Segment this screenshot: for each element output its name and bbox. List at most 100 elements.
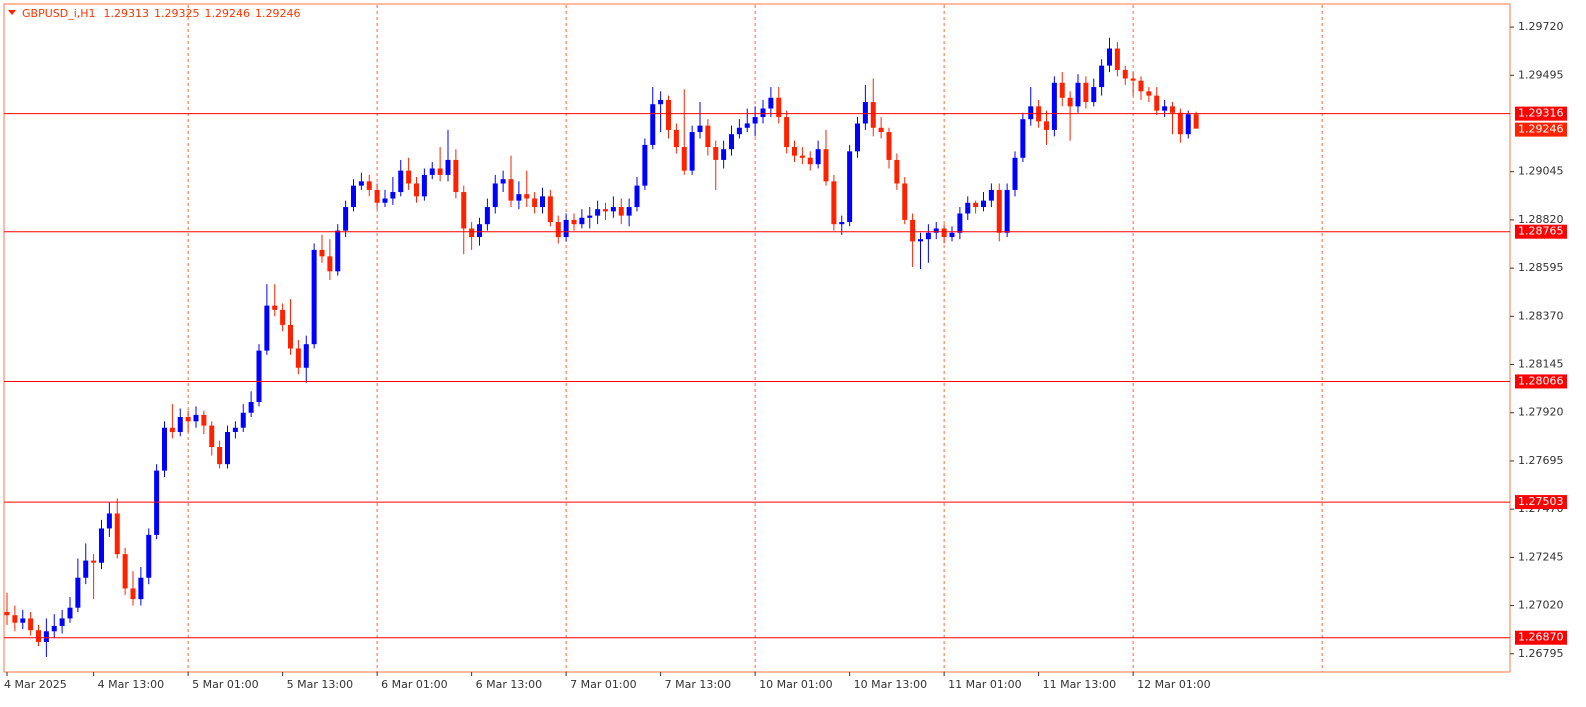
candle-body	[721, 149, 727, 160]
x-tick-label: 12 Mar 01:00	[1137, 678, 1210, 691]
candle-body	[752, 117, 758, 124]
candle-body	[1193, 114, 1199, 129]
candles	[4, 37, 1199, 658]
candle-body	[1059, 82, 1065, 98]
candle-body	[524, 194, 530, 199]
candle-body	[295, 348, 301, 368]
y-tick-label: 1.28370	[1518, 309, 1564, 322]
level-price-box	[1515, 224, 1567, 239]
candle-body	[256, 350, 262, 403]
candle-body	[12, 615, 18, 623]
level-price-label: 1.27503	[1518, 495, 1564, 508]
x-tick-label: 4 Mar 13:00	[98, 678, 164, 691]
candle-body	[1083, 82, 1089, 103]
x-tick-label: 11 Mar 01:00	[948, 678, 1021, 691]
candle-body	[327, 256, 333, 272]
candle-body	[67, 607, 73, 619]
candle-body	[784, 117, 790, 148]
y-tick-label: 1.27920	[1518, 406, 1564, 419]
candle-body	[429, 168, 435, 175]
candle-body	[729, 134, 734, 150]
y-tick-label: 1.26795	[1518, 647, 1564, 660]
candle-body	[1051, 82, 1057, 130]
candle-body	[988, 189, 994, 201]
candle-body	[744, 123, 750, 128]
candle-body	[508, 179, 514, 201]
candle-body	[886, 132, 892, 160]
candle-body	[705, 125, 711, 148]
candle-body	[193, 414, 199, 422]
candle-body	[666, 99, 671, 130]
candle-body	[1107, 48, 1112, 66]
current-price-label: 1.29246	[1518, 123, 1564, 136]
candle-body	[343, 207, 349, 231]
x-tick-label: 7 Mar 13:00	[665, 678, 731, 691]
level-price-box	[1515, 374, 1567, 389]
candle-body	[941, 228, 947, 238]
candle-body	[768, 97, 774, 109]
candle-body	[240, 412, 246, 428]
level-price-label: 1.26870	[1518, 631, 1564, 644]
candle-body	[201, 414, 207, 426]
candle-body	[146, 534, 152, 578]
candle-body	[1020, 119, 1026, 158]
x-tick-label: 10 Mar 13:00	[854, 678, 927, 691]
candle-body	[1177, 112, 1183, 135]
candle-body	[83, 560, 89, 578]
candle-body	[1012, 157, 1018, 190]
candle-body	[918, 239, 923, 242]
candle-body	[532, 198, 538, 208]
candle-body	[406, 170, 412, 184]
x-tick-label: 6 Mar 01:00	[381, 678, 447, 691]
candle-body	[374, 189, 380, 203]
candle-body	[579, 217, 585, 225]
candle-body	[658, 99, 664, 105]
y-tick-label: 1.27695	[1518, 454, 1564, 467]
candle-body	[1154, 95, 1160, 111]
x-tick-label: 7 Mar 01:00	[570, 678, 636, 691]
candle-body	[382, 198, 388, 203]
candle-body	[1091, 87, 1097, 103]
candle-body	[232, 427, 238, 433]
candle-body	[185, 417, 191, 422]
candle-body	[1099, 65, 1105, 88]
candle-body	[681, 147, 687, 171]
header: GBPUSD_i,H1 1.29313 1.29325 1.29246 1.29246	[8, 7, 301, 20]
candle-body	[177, 417, 183, 433]
y-tick-label: 1.29045	[1518, 165, 1564, 178]
candle-body	[319, 249, 325, 257]
candle-body	[43, 631, 49, 643]
candle-body	[1004, 189, 1010, 233]
level-price-box	[1515, 106, 1567, 121]
candle-body	[154, 470, 160, 535]
candle-body	[99, 528, 104, 563]
candle-body	[1044, 121, 1049, 130]
symbol: GBPUSD_i,H1	[22, 7, 96, 20]
candle-body	[114, 513, 120, 555]
y-tick-label: 1.28820	[1518, 213, 1564, 226]
candle-body	[445, 159, 451, 175]
candle-body	[642, 144, 648, 186]
candle-body	[1138, 80, 1144, 92]
candle-body	[587, 215, 593, 218]
candle-body	[540, 196, 545, 208]
candle-body	[1067, 97, 1073, 107]
x-tick-label: 5 Mar 13:00	[287, 678, 353, 691]
x-tick-label: 10 Mar 01:00	[759, 678, 832, 691]
candle-body	[933, 228, 939, 233]
candle-body	[288, 324, 293, 349]
candle-body	[122, 554, 128, 589]
candle-body	[547, 196, 553, 223]
candle-body	[925, 232, 931, 240]
candle-body	[516, 194, 522, 201]
candle-body	[28, 618, 34, 631]
candle-body	[51, 625, 57, 632]
x-tick-label: 6 Mar 13:00	[476, 678, 542, 691]
candle-body	[162, 427, 167, 471]
level-price-box	[1515, 630, 1567, 645]
candle-body	[894, 159, 900, 184]
candle-body	[713, 147, 719, 160]
candle-body	[59, 618, 65, 626]
